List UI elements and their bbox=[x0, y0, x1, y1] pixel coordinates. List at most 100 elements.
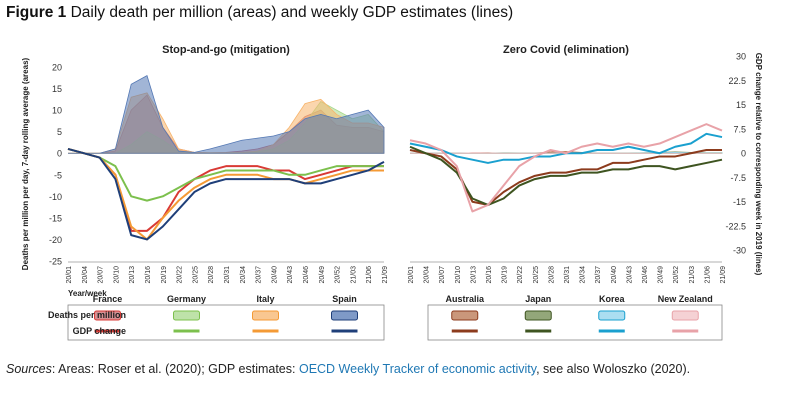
gdp-line-korea bbox=[409, 132, 723, 164]
x-tick-label: 21/06 bbox=[704, 266, 711, 284]
legend-label-australia: Australia bbox=[445, 294, 485, 304]
figure-label: Figure 1 bbox=[6, 4, 67, 21]
legend-area-swatch-korea bbox=[598, 310, 626, 321]
y-tick-left: 20 bbox=[52, 63, 62, 73]
y-tick-left: -25 bbox=[49, 257, 62, 267]
x-tick-label: 21/03 bbox=[350, 266, 357, 284]
legend-label-france: France bbox=[93, 294, 123, 304]
x-tick-label: 20/40 bbox=[271, 266, 278, 284]
y-tick-right: 15 bbox=[736, 100, 746, 110]
panel-title: Stop-and-go (mitigation) bbox=[162, 44, 290, 56]
y-tick-left: 0 bbox=[57, 149, 62, 159]
x-tick-label: 20/31 bbox=[224, 266, 231, 284]
y-tick-right: 30 bbox=[736, 52, 746, 62]
y-tick-right: -22.5 bbox=[725, 221, 746, 231]
legend-area-swatch-italy bbox=[252, 310, 279, 321]
x-tick-label: 20/13 bbox=[470, 266, 477, 284]
x-tick-label: 21/09 bbox=[720, 266, 727, 284]
x-tick-label: 20/43 bbox=[626, 266, 633, 284]
legend-label-germany: Germany bbox=[167, 294, 206, 304]
x-tick-label: 20/04 bbox=[424, 266, 431, 284]
x-tick-label: 20/10 bbox=[113, 266, 120, 284]
legend-label-korea: Korea bbox=[599, 294, 626, 304]
x-tick-label: 20/46 bbox=[303, 266, 310, 284]
legend-label-spain: Spain bbox=[332, 294, 357, 304]
x-tick-label: 20/16 bbox=[486, 266, 493, 284]
y-tick-right: -15 bbox=[733, 197, 746, 207]
x-tick-label: 20/22 bbox=[177, 266, 184, 284]
x-tick-label: 20/10 bbox=[455, 266, 462, 284]
x-tick-label: 20/52 bbox=[673, 266, 680, 284]
legend-area-swatch-australia bbox=[451, 310, 479, 321]
y-tick-right: -30 bbox=[733, 246, 746, 256]
figure-title-text: Daily death per million (areas) and week… bbox=[70, 4, 514, 21]
x-tick-label: 20/37 bbox=[595, 266, 602, 284]
x-tick-label: 20/13 bbox=[129, 266, 136, 284]
x-tick-label: 21/03 bbox=[689, 266, 696, 284]
y-tick-left: 10 bbox=[52, 106, 62, 116]
x-tick-label: 20/19 bbox=[161, 266, 168, 284]
legend-box bbox=[427, 304, 723, 341]
y-tick-left: -10 bbox=[49, 192, 62, 202]
x-tick-label: 20/43 bbox=[287, 266, 294, 284]
x-tick-label: 20/34 bbox=[240, 266, 247, 284]
x-tick-label: 21/06 bbox=[366, 266, 373, 284]
sources-label: Sources bbox=[6, 362, 52, 376]
y-tick-left: 15 bbox=[52, 84, 62, 94]
gdp-line-italy bbox=[67, 147, 384, 241]
chart-canvas: 20 15 10 5 0 -5 -10 -15 -20 -25 30 22.5 15 7.5 0 -7.5 -1… bbox=[21, 44, 763, 341]
y-tick-left: -5 bbox=[54, 170, 62, 180]
x-tick-label: 20/19 bbox=[502, 266, 509, 284]
x-tick-label: 20/07 bbox=[439, 266, 446, 284]
panel-title: Zero Covid (elimination) bbox=[503, 44, 629, 56]
gdp-line-spain bbox=[67, 147, 385, 241]
x-tick-label: 20/31 bbox=[564, 266, 571, 284]
x-tick-label: 20/28 bbox=[208, 266, 215, 284]
y-tick-right: 7.5 bbox=[733, 124, 746, 134]
x-tick-label: 20/40 bbox=[611, 266, 618, 284]
x-tick-label: 20/16 bbox=[145, 266, 152, 284]
x-tick-label: 20/01 bbox=[66, 266, 73, 284]
y-tick-left: 5 bbox=[57, 127, 62, 137]
legend-box bbox=[67, 304, 385, 341]
gdp-line-australia bbox=[409, 148, 722, 206]
legend-label-new-zealand: New Zealand bbox=[658, 294, 713, 304]
y-tick-left: -15 bbox=[49, 213, 62, 223]
gdp-line-france bbox=[67, 147, 384, 232]
x-tick-label: 20/49 bbox=[319, 266, 326, 284]
oecd-tracker-link[interactable]: OECD Weekly Tracker of economic activity bbox=[298, 362, 537, 376]
sources-text-2: , see also Woloszko (2020). bbox=[536, 362, 691, 376]
legend-area-swatch-japan bbox=[524, 310, 552, 321]
legend-deaths-label: Deaths per million bbox=[48, 310, 126, 320]
legend-area-swatch-spain bbox=[331, 310, 358, 321]
legend-label-italy: Italy bbox=[256, 294, 274, 304]
y-tick-right: 22.5 bbox=[728, 76, 746, 86]
legend-area-swatch-germany bbox=[173, 310, 200, 321]
area-spain bbox=[68, 75, 385, 154]
x-tick-label: 20/52 bbox=[335, 266, 342, 284]
legend-gdp-label: GDP change bbox=[73, 326, 126, 336]
x-tick-label: 20/04 bbox=[82, 266, 89, 284]
x-tick-label: 20/37 bbox=[256, 266, 263, 284]
x-tick-label: 20/07 bbox=[98, 266, 105, 284]
legend-area-swatch-france bbox=[94, 310, 121, 321]
legend-area-swatch-new-zealand bbox=[671, 310, 699, 321]
x-tick-label: 20/46 bbox=[642, 266, 649, 284]
sources-text-1: : Areas: Roser et al. (2020); GDP estima… bbox=[51, 362, 299, 376]
x-tick-label: 20/28 bbox=[548, 266, 555, 284]
x-tick-label: 20/25 bbox=[192, 266, 199, 284]
legend-label-japan: Japan bbox=[525, 294, 551, 304]
sources-note: Sources: Areas: Roser et al. (2020); GDP… bbox=[6, 361, 786, 378]
x-tick-label: 20/34 bbox=[580, 266, 587, 284]
y-tick-left: -20 bbox=[49, 235, 62, 245]
right-axis-title: GDP change relative to corresponding wee… bbox=[754, 53, 763, 276]
x-tick-label: 20/01 bbox=[408, 266, 415, 284]
x-tick-label: 20/49 bbox=[658, 266, 665, 284]
x-tick-label: 21/09 bbox=[382, 266, 389, 284]
x-tick-label: 20/22 bbox=[517, 266, 524, 284]
x-tick-label: 20/25 bbox=[533, 266, 540, 284]
gdp-line-new-zealand bbox=[409, 123, 723, 213]
x-axis-title: Year/week bbox=[68, 289, 107, 298]
y-tick-right: -7.5 bbox=[730, 173, 746, 183]
gdp-line-germany bbox=[67, 147, 384, 202]
